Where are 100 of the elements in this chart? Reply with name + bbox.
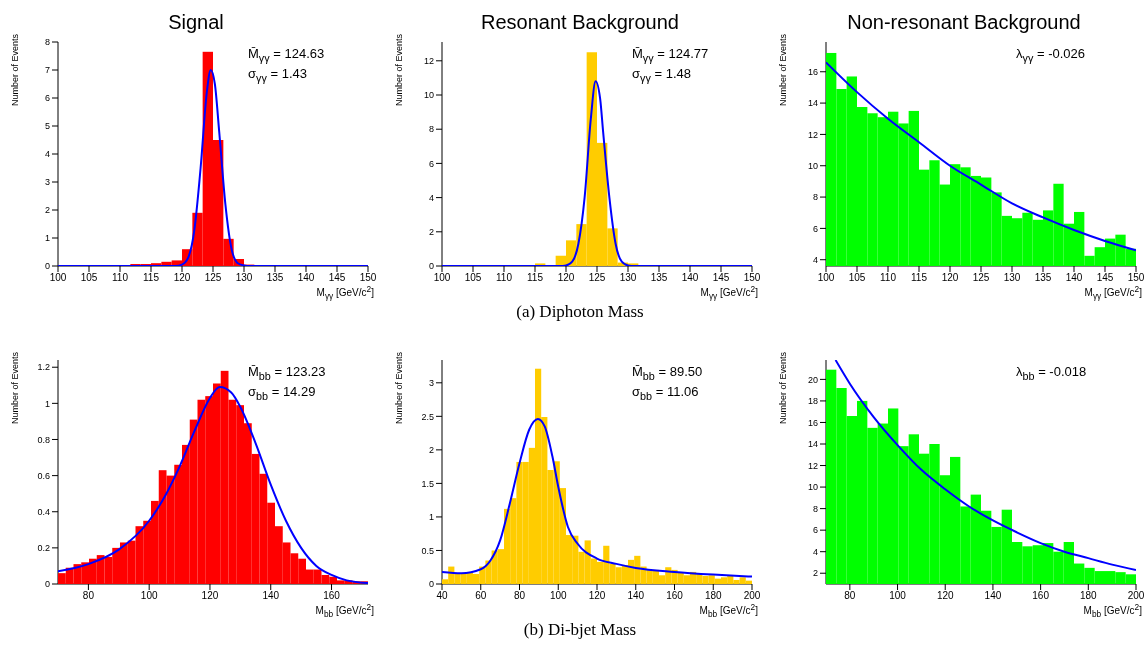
y-tick-label: 12	[423, 56, 434, 66]
y-axis-title: Number of Events	[394, 34, 404, 109]
x-tick-label: 135	[650, 272, 668, 284]
y-tick-label: 4	[812, 254, 818, 265]
x-tick-label: 145	[1096, 272, 1114, 284]
x-tick-label: 100	[549, 590, 568, 602]
y-tick-label: 16	[807, 66, 818, 77]
x-tick-label: 180	[704, 590, 723, 602]
x-axis-title: M$_{γγ}$ [GeV/c$^{2}$]	[316, 284, 374, 302]
y-axis-title: Number of Events	[394, 352, 404, 427]
y-tick-label: 2.5	[421, 411, 434, 422]
x-tick-label: 125	[972, 272, 990, 284]
y-tick-label: 0	[44, 261, 50, 272]
x-tick-label: 60	[475, 590, 487, 602]
x-axis-title: M$_{bb}$ [GeV/c$^{2}$]	[1083, 602, 1142, 620]
chart-title: Signal	[168, 11, 224, 33]
x-tick-label: 130	[619, 272, 637, 284]
x-tick-label: 110	[112, 272, 129, 284]
y-tick-label: 6	[812, 525, 818, 536]
x-tick-label: 110	[496, 272, 513, 284]
x-tick-label: 150	[1127, 272, 1145, 284]
x-tick-label: 80	[82, 590, 95, 602]
y-tick-label: 6	[44, 93, 50, 104]
x-tick-label: 145	[712, 272, 730, 284]
annotation: λ$_{γγ}$ = -0.026	[1016, 46, 1086, 66]
x-tick-label: 80	[513, 590, 526, 602]
y-tick-label: 1	[44, 398, 50, 409]
y-tick-label: 2	[44, 205, 50, 216]
annotation: M̄$_{bb}$ = 89.50	[632, 364, 704, 384]
x-tick-label: 100	[817, 272, 835, 284]
x-tick-label: 140	[1065, 272, 1083, 284]
y-tick-label: 4	[44, 149, 50, 160]
y-tick-label: 10	[807, 482, 818, 493]
y-tick-label: 1.2	[37, 362, 50, 373]
y-tick-label: 0	[44, 579, 50, 590]
y-tick-label: 0	[428, 579, 434, 590]
y-axis-title: Number of Events	[778, 352, 788, 427]
x-tick-label: 125	[588, 272, 606, 284]
y-tick-label: 1.5	[421, 478, 434, 489]
x-tick-label: 120	[941, 272, 959, 284]
x-tick-label: 110	[880, 272, 897, 284]
y-tick-label: 12	[807, 129, 818, 140]
x-tick-label: 120	[936, 590, 955, 602]
chart-title: Resonant Background	[481, 11, 679, 33]
y-tick-label: 2	[812, 568, 818, 579]
x-axis-title: M$_{bb}$ [GeV/c$^{2}$]	[315, 602, 374, 620]
annotation: M̄$_{γγ}$ = 124.63	[248, 46, 326, 66]
y-tick-label: 3	[428, 378, 434, 388]
x-tick-label: 130	[1003, 272, 1021, 284]
y-tick-label: 0.6	[37, 470, 50, 481]
y-tick-label: 3	[44, 177, 50, 188]
x-tick-label: 160	[666, 590, 684, 602]
chart-title: Non-resonant Background	[847, 11, 1081, 33]
x-tick-label: 120	[557, 272, 575, 284]
x-tick-label: 105	[848, 272, 866, 284]
x-tick-label: 120	[173, 272, 191, 284]
x-tick-label: 150	[743, 272, 761, 284]
y-tick-label: 8	[812, 192, 818, 203]
x-tick-label: 160	[323, 590, 341, 602]
x-tick-label: 140	[627, 590, 645, 602]
y-tick-label: 18	[807, 396, 818, 407]
y-tick-label: 20	[807, 374, 818, 385]
x-tick-label: 150	[359, 272, 377, 284]
x-tick-label: 160	[1032, 590, 1050, 602]
x-tick-label: 145	[328, 272, 346, 284]
y-axis-title: Number of Events	[10, 352, 20, 427]
annotation: M̄$_{bb}$ = 123.23	[248, 364, 327, 384]
annotation: σ$_{bb}$ = 14.29	[248, 383, 317, 404]
x-tick-label: 140	[297, 272, 315, 284]
x-tick-label: 140	[262, 590, 280, 602]
y-tick-label: 14	[807, 98, 818, 109]
y-tick-label: 4	[428, 192, 434, 203]
x-tick-label: 200	[743, 590, 761, 602]
x-tick-label: 120	[201, 590, 219, 602]
annotation: M̄$_{γγ}$ = 124.77	[632, 46, 710, 66]
x-tick-label: 100	[140, 590, 158, 602]
y-tick-label: 16	[807, 417, 818, 428]
annotation: σ$_{γγ}$ = 1.48	[632, 65, 692, 86]
y-tick-label: 0	[428, 261, 434, 272]
y-tick-label: 5	[44, 121, 50, 132]
x-tick-label: 115	[527, 272, 544, 284]
x-tick-label: 105	[464, 272, 482, 284]
y-tick-label: 6	[428, 158, 434, 169]
annotation: σ$_{γγ}$ = 1.43	[248, 65, 308, 86]
annotation: λ$_{bb}$ = -0.018	[1016, 364, 1088, 384]
x-tick-label: 115	[911, 272, 928, 284]
y-tick-label: 4	[812, 546, 818, 557]
y-tick-label: 0.2	[37, 543, 50, 554]
y-tick-label: 2	[428, 445, 434, 456]
y-tick-label: 12	[807, 460, 818, 471]
y-tick-label: 10	[423, 90, 434, 101]
x-tick-label: 100	[889, 590, 907, 602]
y-tick-label: 0.4	[37, 506, 50, 517]
y-tick-label: 8	[428, 124, 434, 135]
y-tick-label: 10	[807, 160, 818, 171]
y-tick-label: 8	[44, 37, 50, 48]
y-tick-label: 1	[428, 512, 434, 523]
x-tick-label: 100	[433, 272, 451, 284]
y-tick-label: 2	[428, 227, 434, 237]
text: (a) Diphoton Mass	[515, 302, 645, 322]
